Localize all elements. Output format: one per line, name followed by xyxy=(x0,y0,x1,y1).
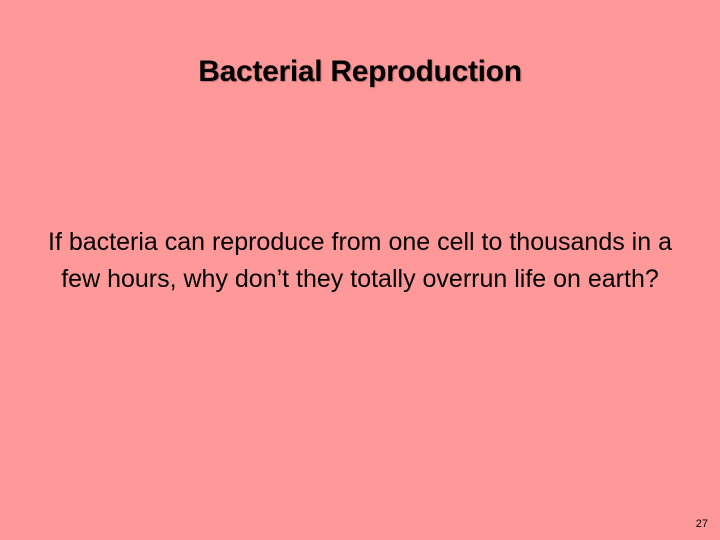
slide-number: 27 xyxy=(695,518,708,530)
slide-title: Bacterial Reproduction xyxy=(198,55,522,88)
slide-body-text: If bacteria can reproduce from one cell … xyxy=(48,228,672,293)
